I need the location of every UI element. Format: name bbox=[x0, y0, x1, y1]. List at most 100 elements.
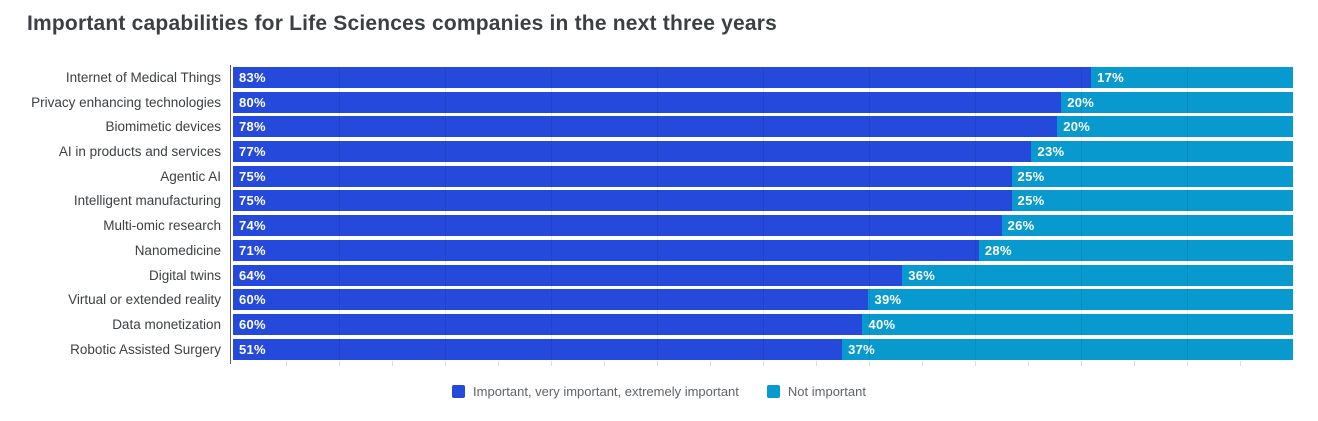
category-label: Internet of Medical Things bbox=[65, 70, 221, 85]
bar-segment-important[interactable]: 74% bbox=[233, 215, 1002, 237]
axis-tick bbox=[1187, 360, 1188, 366]
bar-segment-important[interactable]: 60% bbox=[233, 313, 863, 335]
legend-label-important: Important, very important, extremely imp… bbox=[473, 383, 739, 399]
bar-segment-not-important[interactable]: 25% bbox=[1011, 165, 1294, 187]
axis-tick bbox=[445, 360, 446, 366]
value-label: 60% bbox=[239, 316, 266, 332]
category-label: Digital twins bbox=[148, 267, 221, 283]
bar-track: 51% 37% bbox=[233, 338, 1293, 360]
axis-tick bbox=[975, 360, 976, 366]
axis-tick bbox=[922, 360, 923, 366]
bar-segment-important[interactable]: 60% bbox=[233, 289, 869, 311]
bar-segment-important[interactable]: 80% bbox=[233, 91, 1062, 113]
axis-tick bbox=[392, 360, 393, 366]
bar-segment-important[interactable]: 78% bbox=[233, 116, 1058, 138]
bar-segment-important[interactable]: 51% bbox=[233, 338, 843, 360]
axis-tick bbox=[710, 360, 711, 366]
chart-row: Intelligent manufacturing 75% 25% bbox=[0, 190, 1294, 212]
chart-row: Virtual or extended reality 60% 39% bbox=[0, 289, 1293, 311]
value-label: 83% bbox=[239, 70, 266, 85]
value-label: 25% bbox=[1017, 193, 1045, 209]
value-label: 60% bbox=[239, 292, 266, 308]
legend-label-not-important: Not important bbox=[787, 383, 866, 399]
value-label: 64% bbox=[239, 267, 266, 283]
bar-segment-not-important[interactable]: 17% bbox=[1091, 67, 1293, 88]
bar-segment-not-important[interactable]: 40% bbox=[862, 313, 1293, 335]
bar-track: 75% 25% bbox=[233, 165, 1294, 187]
bar-segment-important[interactable]: 83% bbox=[233, 67, 1092, 88]
legend-item-not-important[interactable]: Not important bbox=[766, 383, 866, 399]
chart-row: Nanomedicine 71% 28% bbox=[0, 239, 1293, 261]
bar-track: 64% 36% bbox=[233, 264, 1293, 286]
category-label: Nanomedicine bbox=[134, 242, 221, 258]
value-label: 26% bbox=[1007, 218, 1035, 234]
legend: Important, very important, extremely imp… bbox=[0, 384, 1318, 399]
bar-track: 74% 26% bbox=[233, 215, 1293, 237]
bar-segment-not-important[interactable]: 20% bbox=[1057, 116, 1293, 138]
bar-segment-important[interactable]: 77% bbox=[233, 141, 1032, 163]
bar-track: 78% 20% bbox=[233, 116, 1293, 138]
bar-track: 60% 39% bbox=[233, 289, 1293, 311]
bar-segment-important[interactable]: 75% bbox=[233, 165, 1012, 187]
legend-swatch-important-icon bbox=[452, 384, 466, 398]
chart-row: Robotic Assisted Surgery 51% 37% bbox=[0, 338, 1293, 360]
value-label: 36% bbox=[908, 267, 936, 283]
bar-track: 80% 20% bbox=[233, 91, 1293, 113]
value-label: 40% bbox=[868, 316, 896, 332]
bar-segment-not-important[interactable]: 37% bbox=[842, 338, 1293, 360]
category-label: Data monetization bbox=[112, 316, 221, 332]
category-label: AI in products and services bbox=[58, 144, 221, 160]
value-label: 78% bbox=[239, 119, 266, 135]
chart-row: Privacy enhancing technologies 80% 20% bbox=[0, 91, 1293, 113]
value-label: 77% bbox=[239, 144, 266, 160]
value-label: 71% bbox=[239, 242, 266, 258]
bar-segment-important[interactable]: 75% bbox=[233, 190, 1012, 212]
bar-segment-not-important[interactable]: 23% bbox=[1031, 141, 1293, 163]
chart-row: Biomimetic devices 78% 20% bbox=[0, 116, 1293, 138]
bar-segment-not-important[interactable]: 20% bbox=[1061, 91, 1293, 113]
bar-segment-not-important[interactable]: 25% bbox=[1011, 190, 1294, 212]
axis-tick bbox=[657, 360, 658, 366]
value-label: 75% bbox=[239, 168, 266, 184]
value-label: 51% bbox=[239, 341, 266, 357]
category-label: Intelligent manufacturing bbox=[73, 193, 221, 209]
category-label: Robotic Assisted Surgery bbox=[70, 341, 221, 357]
axis-tick bbox=[1028, 360, 1029, 366]
bar-segment-not-important[interactable]: 26% bbox=[1001, 215, 1293, 237]
category-label: Virtual or extended reality bbox=[68, 292, 221, 308]
value-label: 20% bbox=[1067, 94, 1095, 110]
bar-segment-not-important[interactable]: 28% bbox=[978, 239, 1293, 261]
stacked-bar-chart: Internet of Medical Things 83% 17% Privacy … bbox=[0, 65, 1318, 367]
axis-tick bbox=[551, 360, 552, 366]
value-label: 25% bbox=[1017, 168, 1045, 184]
bar-track: 75% 25% bbox=[233, 190, 1294, 212]
legend-item-important[interactable]: Important, very important, extremely imp… bbox=[452, 384, 739, 399]
value-label: 23% bbox=[1037, 144, 1065, 160]
axis-tick bbox=[1240, 360, 1241, 366]
legend-swatch-not-important-icon bbox=[766, 384, 780, 398]
chart-row: Digital twins 64% 36% bbox=[0, 264, 1293, 286]
axis-tick bbox=[869, 360, 870, 366]
category-label: Privacy enhancing technologies bbox=[31, 94, 221, 110]
category-label: Biomimetic devices bbox=[105, 119, 221, 135]
bar-track: 71% 28% bbox=[233, 239, 1293, 261]
y-axis-line bbox=[230, 65, 231, 364]
value-label: 37% bbox=[848, 341, 875, 357]
value-label: 28% bbox=[984, 242, 1012, 258]
value-label: 74% bbox=[239, 218, 266, 234]
chart-row: Data monetization 60% 40% bbox=[0, 313, 1293, 335]
value-label: 17% bbox=[1097, 70, 1124, 85]
bar-segment-not-important[interactable]: 39% bbox=[868, 289, 1293, 311]
axis-tick bbox=[1134, 360, 1135, 366]
axis-tick bbox=[339, 360, 340, 366]
bar-segment-important[interactable]: 71% bbox=[233, 239, 979, 261]
value-label: 75% bbox=[239, 193, 266, 209]
bar-track: 77% 23% bbox=[233, 141, 1293, 163]
axis-tick bbox=[604, 360, 605, 366]
bar-segment-not-important[interactable]: 36% bbox=[902, 264, 1293, 286]
chart-row: Internet of Medical Things 83% 17% bbox=[0, 67, 1293, 88]
category-label: Agentic AI bbox=[160, 168, 221, 184]
axis-tick bbox=[498, 360, 499, 366]
value-label: 39% bbox=[874, 292, 902, 308]
bar-segment-important[interactable]: 64% bbox=[233, 264, 903, 286]
